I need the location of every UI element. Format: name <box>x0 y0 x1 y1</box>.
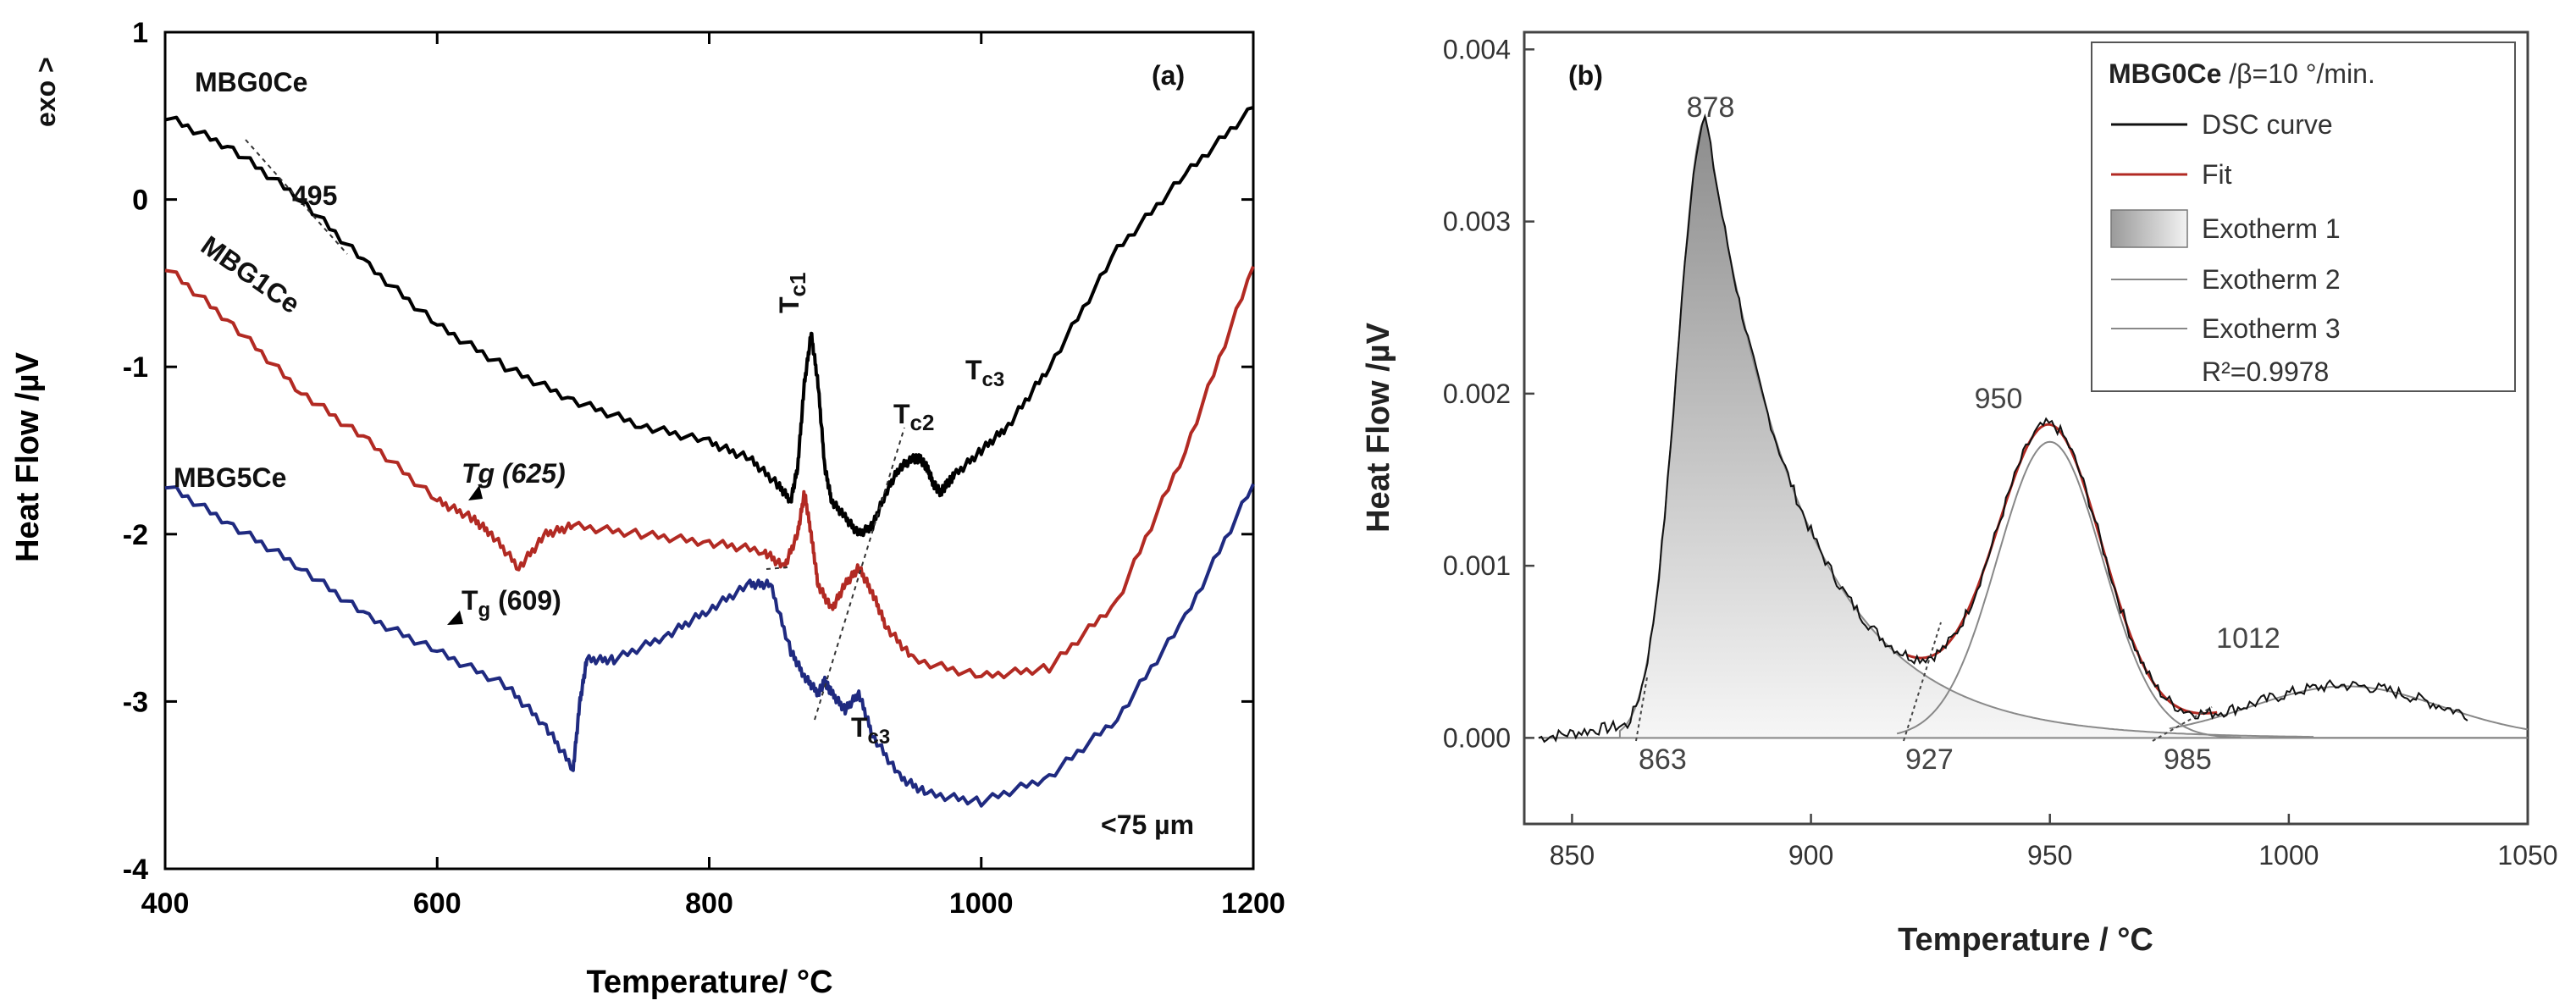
y-tick-label-a: -2 <box>123 519 148 551</box>
fit-line <box>1905 423 2218 716</box>
y-axis-title-b: Heat Flow /µV <box>1361 322 1396 532</box>
series-line-mbg0ce <box>164 105 1254 538</box>
x-tick-label-a: 1200 <box>1221 887 1285 920</box>
tg-arrows-a <box>447 485 483 625</box>
legend-entry-fit: Fit <box>2202 159 2232 190</box>
panel-a: (a) -4 -3 -2 -1 0 1 400 600 800 1000 1200 MBG0Ce … <box>10 17 1285 1000</box>
exotherm-3-line <box>2169 685 2529 731</box>
series-line-mbg1ce <box>164 265 1255 680</box>
dsc-curve <box>1538 113 2468 743</box>
legend-entry-exo2: Exotherm 2 <box>2202 264 2341 295</box>
panel-a-label: (a) <box>1152 60 1185 91</box>
onset-label-985: 985 <box>2164 743 2212 776</box>
annotations-a: 495 Tg (625) Tg (609) Tc1 Tc2 Tc3 Tc3 <box>292 180 1004 749</box>
x-tick-label-b: 850 <box>1550 840 1595 871</box>
y-ticks-a: -4 -3 -2 -1 0 1 <box>123 17 1253 886</box>
panel-b-label: (b) <box>1568 60 1603 91</box>
legend-entry-exo1: Exotherm 1 <box>2202 213 2341 244</box>
tg-arrow <box>468 485 483 500</box>
x-tick-label-a: 1000 <box>949 887 1014 920</box>
peak-label-1012: 1012 <box>2216 622 2280 655</box>
series-label-mbg0ce: MBG0Ce <box>195 67 307 97</box>
x-axis-title-b: Temperature / °C <box>1898 922 2153 958</box>
size-note: <75 µm <box>1101 810 1194 840</box>
onset-label-863: 863 <box>1639 743 1687 776</box>
curves-b <box>1538 113 2529 743</box>
y-tick-label-b: 0.000 <box>1443 722 1511 753</box>
x-tick-label-a: 800 <box>685 887 733 920</box>
y-tick-label-b: 0.002 <box>1443 379 1511 409</box>
x-ticks-b: 850 900 950 1000 1050 <box>1550 814 2558 871</box>
series-line-mbg5ce <box>164 483 1255 808</box>
annotation-tc1: Tc1 <box>774 273 810 313</box>
legend-b: MBG0Ce /β=10 °/min. DSC curve Fit Exothe… <box>2091 41 2516 392</box>
annotation-tg-609: Tg (609) <box>462 585 561 622</box>
legend-swatch-exo1 <box>2110 209 2188 248</box>
panel-b: (b) 0.000 0.001 0.002 0.003 0.004 850 900 950 1… <box>1361 30 2558 958</box>
series-labels-a: MBG0Ce MBG1Ce MBG5Ce <box>174 67 307 493</box>
tangent-line <box>1903 622 1942 742</box>
annotation-495: 495 <box>292 180 337 211</box>
tg-arrow <box>447 611 463 625</box>
tangent-line <box>2152 706 2213 742</box>
y-tick-label-b: 0.001 <box>1443 550 1511 581</box>
x-tick-label-b: 1000 <box>2258 840 2319 871</box>
exo-label: exo > <box>30 57 61 127</box>
x-axis-title-a: Temperature/ °C <box>586 965 832 1000</box>
guide-line <box>245 139 348 255</box>
legend-r2: R²=0.9978 <box>2202 357 2329 387</box>
y-tick-label-a: 0 <box>132 185 148 217</box>
annotation-tc2: Tc2 <box>893 399 934 435</box>
y-ticks-b: 0.000 0.001 0.002 0.003 0.004 <box>1443 34 1534 753</box>
onset-labels-b: 863 927 985 <box>1639 743 2212 776</box>
tangent-lines-b <box>1635 622 2213 742</box>
guide-line <box>766 567 788 570</box>
y-tick-label-a: -3 <box>123 686 148 718</box>
x-tick-label-a: 600 <box>413 887 462 920</box>
peak-label-878: 878 <box>1687 91 1735 124</box>
onset-label-927: 927 <box>1905 743 1954 776</box>
x-tick-label-a: 400 <box>141 887 190 920</box>
plot-frame-b <box>1523 30 2529 826</box>
x-tick-label-b: 900 <box>1788 840 1833 871</box>
annotation-tc3-lower: Tc3 <box>851 712 890 749</box>
x-ticks-a: 400 600 800 1000 1200 <box>141 32 1285 920</box>
guide-line <box>814 427 905 721</box>
x-tick-label-b: 1050 <box>2497 840 2557 871</box>
x-tick-label-b: 950 <box>2027 840 2072 871</box>
y-axis-title-a: Heat Flow /µV <box>10 351 46 561</box>
series-label-mbg5ce: MBG5Ce <box>174 462 286 493</box>
legend-entry-exo3: Exotherm 3 <box>2202 313 2341 344</box>
series-label-mbg1ce: MBG1Ce <box>196 229 306 319</box>
y-tick-label-a: -1 <box>123 351 148 384</box>
curves-a <box>164 105 1255 808</box>
peak-labels-b: 878 950 1012 <box>1687 91 2280 655</box>
annotation-tc3-upper: Tc3 <box>965 355 1004 391</box>
peak-label-950: 950 <box>1975 383 2023 415</box>
exotherm-2-line <box>1896 440 2242 738</box>
annotation-tg-625: Tg (625) <box>462 458 566 489</box>
legend-entry-dsc: DSC curve <box>2202 109 2333 140</box>
legend-title: MBG0Ce /β=10 °/min. <box>2109 58 2375 89</box>
guide-lines-a <box>245 139 905 721</box>
y-tick-label-a: 1 <box>132 17 148 49</box>
y-tick-label-b: 0.004 <box>1443 34 1511 64</box>
y-tick-label-b: 0.003 <box>1443 207 1511 237</box>
y-tick-label-a: -4 <box>123 854 148 886</box>
